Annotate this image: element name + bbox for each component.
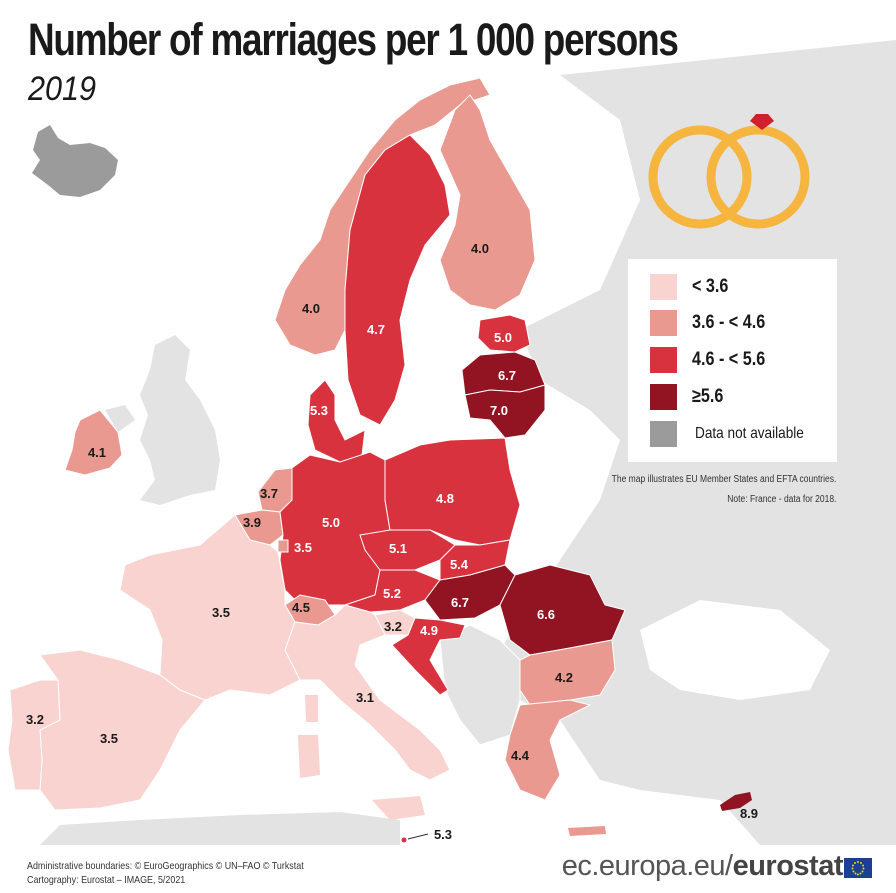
legend-label: Data not available	[695, 425, 804, 442]
label-austria: 5.2	[383, 586, 401, 601]
legend: < 3.6 3.6 - < 4.6 4.6 - < 5.6 ≥5.6 Data …	[628, 259, 837, 462]
region-crete[interactable]	[568, 826, 606, 836]
label-france: 3.5	[212, 605, 230, 620]
label-belgium: 3.9	[243, 515, 261, 530]
region-estonia[interactable]	[477, 314, 531, 353]
france-note: Note: France - data for 2018.	[726, 494, 836, 505]
legend-label: < 3.6	[692, 276, 729, 297]
label-romania: 6.6	[537, 607, 555, 622]
legend-swatch	[650, 274, 677, 300]
eurostat-link[interactable]: ec.europa.eu/eurostat	[561, 850, 844, 883]
region-romania[interactable]	[499, 564, 626, 656]
legend-item: ≥5.6	[650, 384, 729, 410]
legend-item: Data not available	[650, 421, 823, 447]
region-cyprus[interactable]	[720, 792, 752, 811]
region-norway[interactable]	[274, 77, 491, 356]
label-poland: 4.8	[436, 491, 454, 506]
legend-item: < 3.6	[650, 274, 735, 300]
region-croatia[interactable]	[391, 617, 466, 696]
brand-prefix: ec.europa.eu/	[561, 850, 733, 882]
region-portugal[interactable]	[7, 679, 61, 791]
region-sardinia[interactable]	[298, 735, 320, 778]
legend-swatch	[650, 421, 677, 447]
label-cyprus: 8.9	[740, 806, 758, 821]
region-bulgaria[interactable]	[519, 639, 616, 706]
region-ireland[interactable]	[64, 409, 123, 476]
label-croatia: 4.9	[420, 623, 438, 638]
legend-item: 4.6 - < 5.6	[650, 347, 778, 373]
region-italy[interactable]	[284, 604, 451, 781]
label-hungary: 6.7	[451, 595, 469, 610]
label-malta: 5.3	[434, 827, 452, 842]
label-lithuania: 7.0	[490, 403, 508, 418]
page-title: Number of marriages per 1 000 persons	[28, 14, 679, 65]
credits-cartography: Cartography: Eurostat – IMAGE, 5/2021	[27, 874, 186, 886]
region-iceland[interactable]	[32, 125, 118, 197]
label-spain: 3.5	[100, 731, 118, 746]
northern-ireland	[105, 405, 135, 432]
region-malta[interactable]	[401, 837, 407, 843]
legend-swatch	[650, 384, 677, 410]
malta-leader-line	[407, 833, 429, 840]
credits: Administrative boundaries: © EuroGeograp…	[27, 859, 304, 887]
region-lithuania[interactable]	[464, 384, 546, 439]
label-ireland: 4.1	[88, 445, 106, 460]
label-czechia: 5.1	[389, 541, 407, 556]
legend-swatch	[650, 347, 677, 373]
label-latvia: 6.7	[498, 368, 516, 383]
legend-label: ≥5.6	[692, 386, 724, 407]
legend-swatch	[650, 310, 677, 336]
legend-item: 3.6 - < 4.6	[650, 310, 778, 336]
label-denmark: 5.3	[310, 403, 328, 418]
label-slovakia: 5.4	[450, 557, 469, 572]
label-germany: 5.0	[322, 515, 340, 530]
legend-label: 3.6 - < 4.6	[692, 312, 766, 333]
region-sweden[interactable]	[344, 134, 451, 426]
label-portugal: 3.2	[26, 712, 44, 727]
black-sea	[640, 600, 830, 700]
label-sweden: 4.7	[367, 322, 385, 337]
region-corsica[interactable]	[305, 695, 318, 722]
label-luxembourg: 3.5	[294, 540, 312, 555]
label-bulgaria: 4.2	[555, 670, 573, 685]
label-netherlands: 3.7	[260, 486, 278, 501]
label-finland: 4.0	[471, 241, 489, 256]
page-subtitle: 2019	[28, 70, 97, 108]
credits-boundaries: Administrative boundaries: © EuroGeograp…	[27, 860, 304, 872]
label-italy: 3.1	[356, 690, 374, 705]
label-greece: 4.4	[511, 748, 530, 763]
brand-bold: eurostat	[732, 850, 844, 882]
region-finland[interactable]	[439, 94, 536, 311]
wedding-rings-icon	[648, 114, 810, 229]
label-slovenia: 3.2	[384, 619, 402, 634]
united-kingdom	[140, 335, 220, 505]
north-africa	[40, 812, 400, 845]
scope-note: The map illustrates EU Member States and…	[611, 474, 836, 485]
eu-flag-icon	[844, 858, 872, 878]
region-greece[interactable]	[504, 699, 592, 801]
region-luxembourg[interactable]	[277, 539, 289, 553]
label-norway: 4.0	[302, 301, 320, 316]
label-switzerland: 4.5	[292, 600, 310, 615]
region-denmark[interactable]	[307, 379, 366, 463]
legend-label: 4.6 - < 5.6	[692, 349, 766, 370]
region-sicily[interactable]	[372, 796, 425, 820]
label-estonia: 5.0	[494, 330, 512, 345]
non-eu-balkans	[439, 624, 521, 746]
